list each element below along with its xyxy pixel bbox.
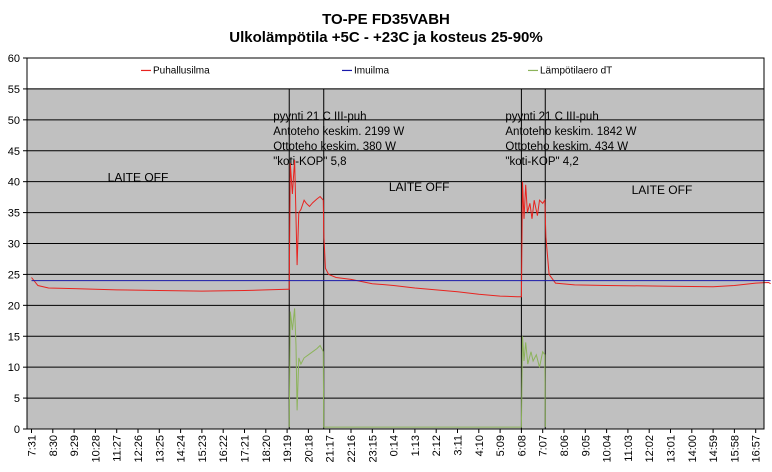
x-tick-label: 13:25 <box>154 435 166 463</box>
y-tick-label: 5 <box>14 393 20 405</box>
chart-title: TO-PE FD35VABH <box>322 11 450 28</box>
x-tick-label: 10:28 <box>90 435 102 463</box>
y-tick-label: 45 <box>8 146 20 158</box>
x-tick-label: 7:07 <box>538 435 550 456</box>
y-tick-label: 10 <box>8 362 20 374</box>
region-label-off: LAITE OFF <box>108 171 169 185</box>
x-tick-label: 16:22 <box>218 435 230 463</box>
x-tick-label: 9:05 <box>580 435 592 456</box>
y-tick-label: 50 <box>8 115 20 127</box>
series-line-0 <box>31 159 771 298</box>
y-tick-label: 60 <box>8 53 20 65</box>
x-tick-label: 14:59 <box>708 435 720 463</box>
x-tick-label: 8:30 <box>48 435 60 456</box>
x-tick-label: 13:01 <box>666 435 678 463</box>
x-tick-label: 20:18 <box>303 435 315 463</box>
x-tick-label: 2:12 <box>431 435 443 456</box>
series-line-2 <box>288 308 546 428</box>
legend-band <box>26 57 765 90</box>
x-tick-label: 12:26 <box>133 435 145 463</box>
annotation-line: Antoteho keskim. 1842 W <box>505 126 636 138</box>
x-tick-label: 12:02 <box>644 435 656 463</box>
annotation-line: pyynti 21 C III-puh <box>505 111 598 123</box>
region-label-off: LAITE OFF <box>632 183 693 197</box>
x-tick-label: 15:58 <box>729 435 741 463</box>
x-tick-label: 5:09 <box>495 435 507 456</box>
x-tick-label: 17:21 <box>240 435 252 463</box>
annotation-line: pyynti 21 C III-puh <box>273 111 366 123</box>
annotation-line: "koti-KOP" 4,2 <box>505 156 578 168</box>
y-tick-label: 15 <box>8 331 20 343</box>
legend-label: Lämpötilaero dT <box>540 65 612 76</box>
plot-area <box>26 88 765 430</box>
region-label-off: LAITE OFF <box>389 180 450 194</box>
x-tick-label: 16:57 <box>751 435 763 463</box>
x-tick-label: 6:08 <box>516 435 528 456</box>
x-tick-label: 11:27 <box>112 435 124 462</box>
x-tick-label: 14:00 <box>687 435 699 463</box>
x-tick-label: 3:11 <box>453 435 465 456</box>
x-tick-label: 1:13 <box>410 435 422 456</box>
annotation-line: Ottoteho keskim. 380 W <box>273 141 396 153</box>
x-tick-label: 21:17 <box>325 435 337 463</box>
annotation-line: Antoteho keskim. 2199 W <box>273 126 404 138</box>
legend-label: Puhallusilma <box>153 65 210 76</box>
y-tick-label: 35 <box>8 208 20 220</box>
x-tick-label: 23:15 <box>367 435 379 463</box>
y-tick-label: 40 <box>8 177 20 189</box>
x-tick-label: 15:23 <box>197 435 209 463</box>
x-tick-label: 7:31 <box>27 435 39 456</box>
annotation-line: "koti-KOP" 5,8 <box>273 156 346 168</box>
x-tick-label: 0:14 <box>389 435 401 456</box>
x-tick-label: 18:20 <box>261 435 273 463</box>
plot-border <box>26 57 765 430</box>
annotation-line: Ottoteho keskim. 434 W <box>505 141 628 153</box>
x-tick-label: 11:03 <box>623 435 635 462</box>
x-tick-label: 10:04 <box>602 435 614 463</box>
legend-label: Imuilma <box>354 65 389 76</box>
y-tick-label: 0 <box>14 424 20 436</box>
y-tick-label: 55 <box>8 84 20 96</box>
x-tick-label: 19:19 <box>282 435 294 463</box>
y-tick-label: 25 <box>8 269 20 281</box>
chart-subtitle: Ulkolämpötila +5C - +23C ja kosteus 25-9… <box>229 29 543 46</box>
x-tick-label: 8:06 <box>559 435 571 456</box>
y-tick-label: 20 <box>8 300 20 312</box>
x-tick-label: 14:24 <box>176 435 188 463</box>
x-tick-label: 4:10 <box>474 435 486 456</box>
x-tick-label: 9:29 <box>69 435 81 456</box>
x-tick-label: 22:16 <box>346 435 358 463</box>
y-tick-label: 30 <box>8 239 20 251</box>
